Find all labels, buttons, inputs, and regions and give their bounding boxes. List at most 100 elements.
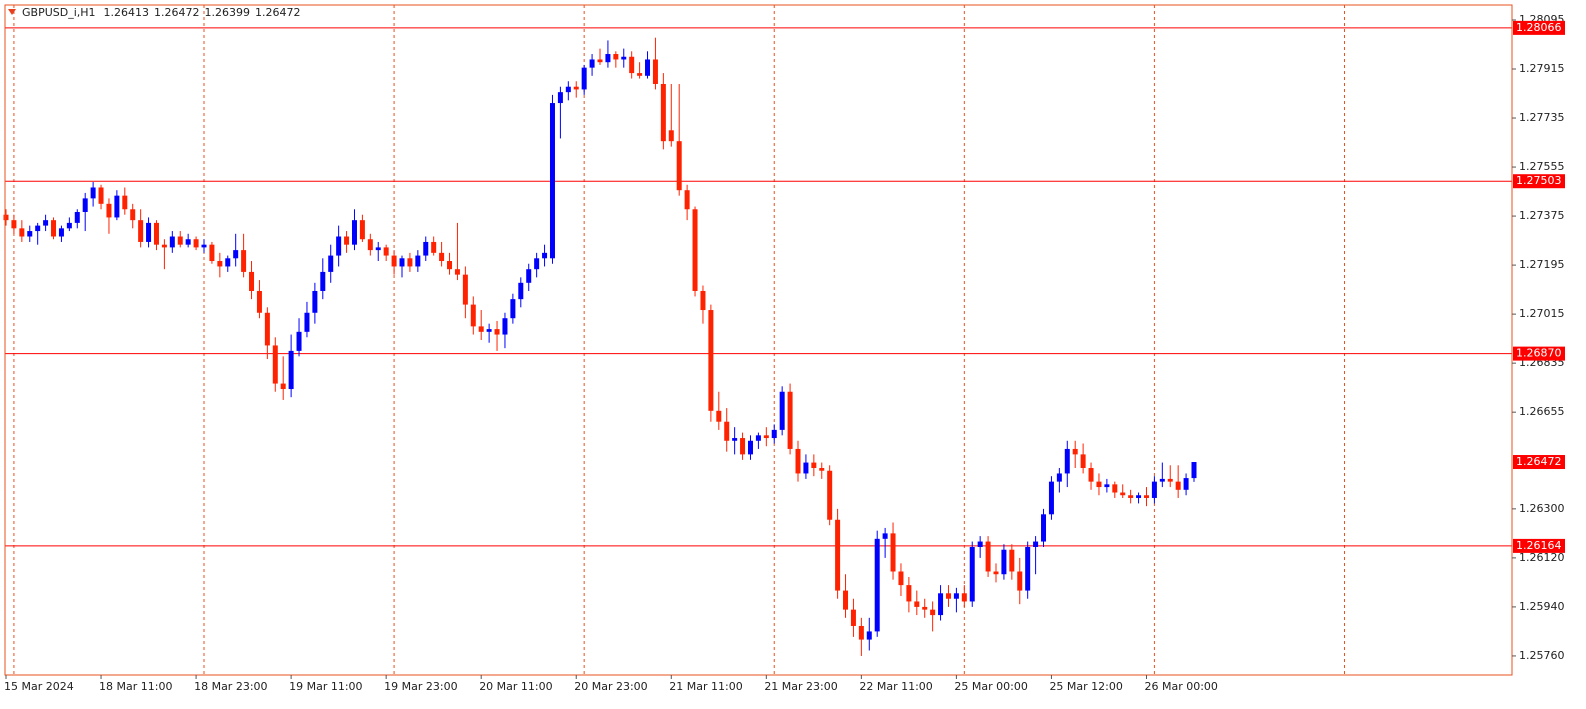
candle-body <box>652 59 658 84</box>
header-close: 1.26472 <box>255 6 301 19</box>
candle-body <box>193 239 199 248</box>
candle-body <box>225 258 231 267</box>
candle-body <box>249 271 255 291</box>
collapse-arrow[interactable] <box>8 9 16 15</box>
candle-body <box>977 541 983 547</box>
candle-body <box>724 421 730 441</box>
candle-body <box>312 290 318 313</box>
candle-body <box>858 625 864 640</box>
candle-body <box>961 593 967 602</box>
candle-body <box>708 310 714 411</box>
candle-body <box>1096 481 1102 488</box>
candles-layer <box>3 37 1197 656</box>
candle-body <box>43 220 49 226</box>
candle-body <box>993 571 999 575</box>
candle-body <box>415 255 421 267</box>
candle-body <box>114 195 120 218</box>
axis-layer: 1.280951.279151.277351.275551.273751.271… <box>4 13 1565 693</box>
candle-body <box>280 383 286 390</box>
candle-body <box>431 241 437 253</box>
candle-body <box>1056 473 1062 482</box>
candle-body <box>375 247 381 251</box>
candle-body <box>1064 448 1070 474</box>
y-tick-label: 1.27195 <box>1519 258 1565 271</box>
candle-body <box>11 220 17 229</box>
x-tick-label: 21 Mar 11:00 <box>669 680 742 693</box>
candle-body <box>581 67 587 90</box>
level-label-box <box>1513 174 1565 189</box>
candle-body <box>383 247 389 256</box>
candle-body <box>66 222 72 229</box>
bid-label: 1.26472 <box>1516 455 1562 468</box>
candle-body <box>985 541 991 572</box>
chart-title: GBPUSD_i,H1 <box>22 6 96 19</box>
candle-body <box>922 606 928 610</box>
y-tick-label: 1.27555 <box>1519 160 1565 173</box>
candle-body <box>779 391 785 430</box>
candle-body <box>1048 481 1054 515</box>
candle-body <box>288 350 294 390</box>
candle-body <box>660 83 666 142</box>
candle-body <box>755 435 761 441</box>
candle-body <box>90 187 96 199</box>
bid-label-box <box>1513 455 1565 470</box>
candle-body <box>613 54 619 60</box>
candle-body <box>526 269 532 283</box>
candle-body <box>1080 454 1086 469</box>
candle-body <box>256 290 262 313</box>
candle-body <box>700 290 706 311</box>
candle-body <box>19 228 25 237</box>
candle-body <box>953 593 959 599</box>
candle-body <box>51 220 57 237</box>
candle-body <box>692 209 698 291</box>
candle-body <box>359 220 365 240</box>
levels-layer <box>5 27 1512 547</box>
candle-body <box>740 438 746 455</box>
candle-body <box>1033 541 1039 547</box>
x-tick-label: 26 Mar 00:00 <box>1144 680 1217 693</box>
y-tick-label: 1.26120 <box>1519 551 1565 564</box>
candle-body <box>795 448 801 474</box>
candle-body <box>565 86 571 93</box>
header-open: 1.26413 <box>104 6 150 19</box>
candle-body <box>478 326 484 332</box>
x-tick-label: 21 Mar 23:00 <box>764 680 837 693</box>
candle-body <box>914 601 920 607</box>
candle-body <box>399 258 405 267</box>
candle-body <box>106 203 112 218</box>
candle-body <box>747 440 753 455</box>
candle-body <box>494 329 500 335</box>
y-tick-label: 1.25760 <box>1519 649 1565 662</box>
header-low: 1.26399 <box>205 6 251 19</box>
candle-body <box>771 429 777 439</box>
candle-body <box>304 312 310 332</box>
candle-body <box>969 546 975 602</box>
y-tick-label: 1.27375 <box>1519 209 1565 222</box>
y-tick-label: 1.27015 <box>1519 307 1565 320</box>
candle-body <box>645 59 651 76</box>
candle-body <box>906 585 912 602</box>
candle-body <box>597 59 603 63</box>
candle-body <box>1167 478 1173 482</box>
candle-body <box>621 56 627 60</box>
x-tick-label: 25 Mar 12:00 <box>1049 680 1122 693</box>
level-label-box <box>1513 538 1565 553</box>
candle-body <box>391 255 397 267</box>
candle-body <box>407 258 413 267</box>
y-tick-label: 1.27735 <box>1519 111 1565 124</box>
candle-body <box>1009 549 1015 572</box>
candle-body <box>542 252 548 259</box>
candle-body <box>843 590 849 610</box>
level-label: 1.27503 <box>1516 174 1562 187</box>
candle-body <box>1112 484 1118 493</box>
plot-frame <box>4 4 1513 676</box>
candle-body <box>716 410 722 422</box>
candle-body <box>130 209 136 221</box>
candle-body <box>1072 448 1078 455</box>
candle-body <box>201 244 207 248</box>
candle-body <box>938 593 944 616</box>
candle-body <box>763 435 769 439</box>
candle-body <box>518 282 524 300</box>
candle-body <box>676 141 682 191</box>
candle-body <box>1159 478 1165 482</box>
